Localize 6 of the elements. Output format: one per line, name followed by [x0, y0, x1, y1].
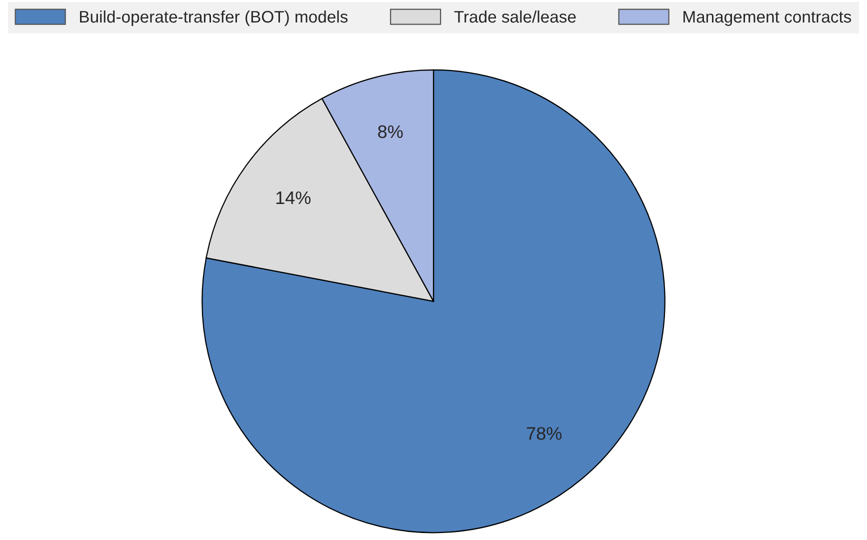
- data-label: 78%: [526, 427, 562, 440]
- data-label: 8%: [378, 125, 403, 138]
- legend-label: Management contracts: [684, 11, 852, 26]
- legend-label: Trade sale/lease: [454, 10, 576, 23]
- data-label: 14%: [276, 191, 311, 204]
- legend-label: Build-operate-transfer (BOT) models: [80, 10, 348, 26]
